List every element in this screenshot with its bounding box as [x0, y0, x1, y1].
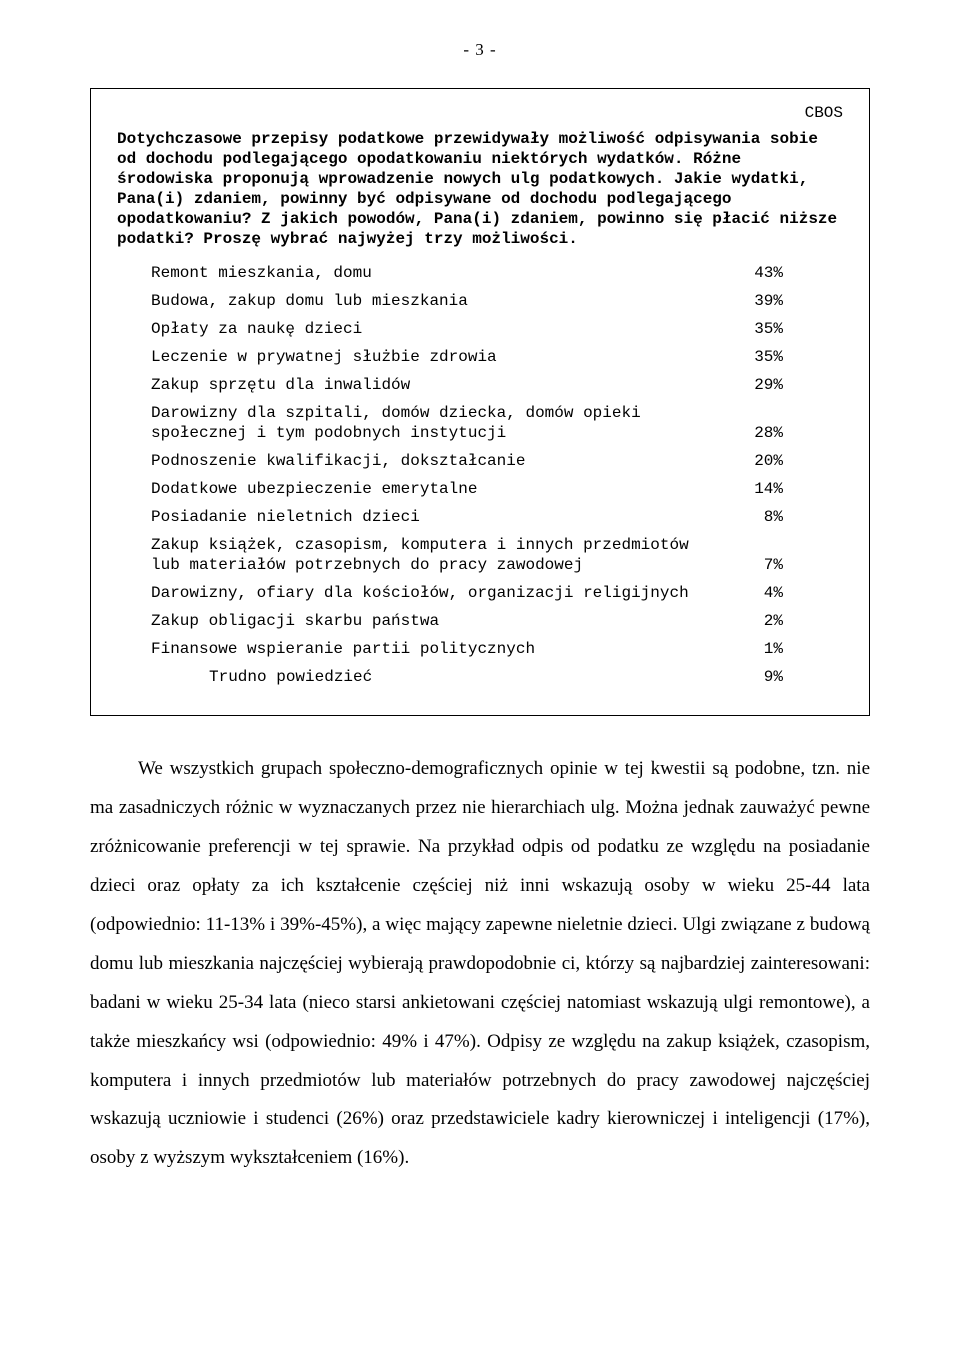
survey-item-label: Trudno powiedzieć [151, 667, 735, 687]
survey-item-label: Leczenie w prywatnej służbie zdrowia [151, 347, 735, 367]
survey-item-value: 1% [735, 639, 783, 659]
survey-item-row: Zakup książek, czasopism, komputera i in… [151, 535, 783, 575]
survey-item-row: Remont mieszkania, domu43% [151, 263, 783, 283]
survey-item-value: 43% [735, 263, 783, 283]
survey-item-label: Darowizny dla szpitali, domów dziecka, d… [151, 403, 735, 443]
survey-item-label: Finansowe wspieranie partii politycznych [151, 639, 735, 659]
survey-item-label: Posiadanie nieletnich dzieci [151, 507, 735, 527]
page-number: - 3 - [90, 40, 870, 60]
survey-question: Dotychczasowe przepisy podatkowe przewid… [117, 129, 843, 249]
survey-item-row: Finansowe wspieranie partii politycznych… [151, 639, 783, 659]
survey-box: CBOS Dotychczasowe przepisy podatkowe pr… [90, 88, 870, 716]
survey-item-value: 39% [735, 291, 783, 311]
survey-item-label: Zakup obligacji skarbu państwa [151, 611, 735, 631]
survey-item-row: Budowa, zakup domu lub mieszkania39% [151, 291, 783, 311]
survey-item-row: Opłaty za naukę dzieci35% [151, 319, 783, 339]
survey-item-label: Remont mieszkania, domu [151, 263, 735, 283]
survey-item-row: Dodatkowe ubezpieczenie emerytalne14% [151, 479, 783, 499]
survey-item-row: Posiadanie nieletnich dzieci8% [151, 507, 783, 527]
survey-item-value: 28% [735, 423, 783, 443]
survey-item-row: Zakup obligacji skarbu państwa2% [151, 611, 783, 631]
survey-item-row: Darowizny, ofiary dla kościołów, organiz… [151, 583, 783, 603]
survey-item-value: 4% [735, 583, 783, 603]
survey-item-label: Zakup sprzętu dla inwalidów [151, 375, 735, 395]
survey-items: Remont mieszkania, domu43%Budowa, zakup … [117, 263, 843, 687]
survey-item-value: 29% [735, 375, 783, 395]
survey-item-label: Podnoszenie kwalifikacji, dokształcanie [151, 451, 735, 471]
survey-item-row: Trudno powiedzieć9% [151, 667, 783, 687]
survey-item-row: Zakup sprzętu dla inwalidów29% [151, 375, 783, 395]
survey-item-row: Darowizny dla szpitali, domów dziecka, d… [151, 403, 783, 443]
survey-item-label: Zakup książek, czasopism, komputera i in… [151, 535, 735, 575]
survey-item-row: Leczenie w prywatnej służbie zdrowia35% [151, 347, 783, 367]
survey-item-value: 9% [735, 667, 783, 687]
survey-item-value: 35% [735, 347, 783, 367]
survey-item-value: 7% [735, 555, 783, 575]
brand-label: CBOS [117, 103, 843, 123]
survey-item-label: Darowizny, ofiary dla kościołów, organiz… [151, 583, 735, 603]
survey-item-label: Dodatkowe ubezpieczenie emerytalne [151, 479, 735, 499]
survey-item-value: 14% [735, 479, 783, 499]
survey-item-value: 35% [735, 319, 783, 339]
survey-item-value: 8% [735, 507, 783, 527]
survey-item-value: 2% [735, 611, 783, 631]
survey-item-label: Budowa, zakup domu lub mieszkania [151, 291, 735, 311]
survey-item-row: Podnoszenie kwalifikacji, dokształcanie2… [151, 451, 783, 471]
survey-item-label: Opłaty za naukę dzieci [151, 319, 735, 339]
body-paragraph: We wszystkich grupach społeczno-demograf… [90, 750, 870, 1178]
survey-item-value: 20% [735, 451, 783, 471]
